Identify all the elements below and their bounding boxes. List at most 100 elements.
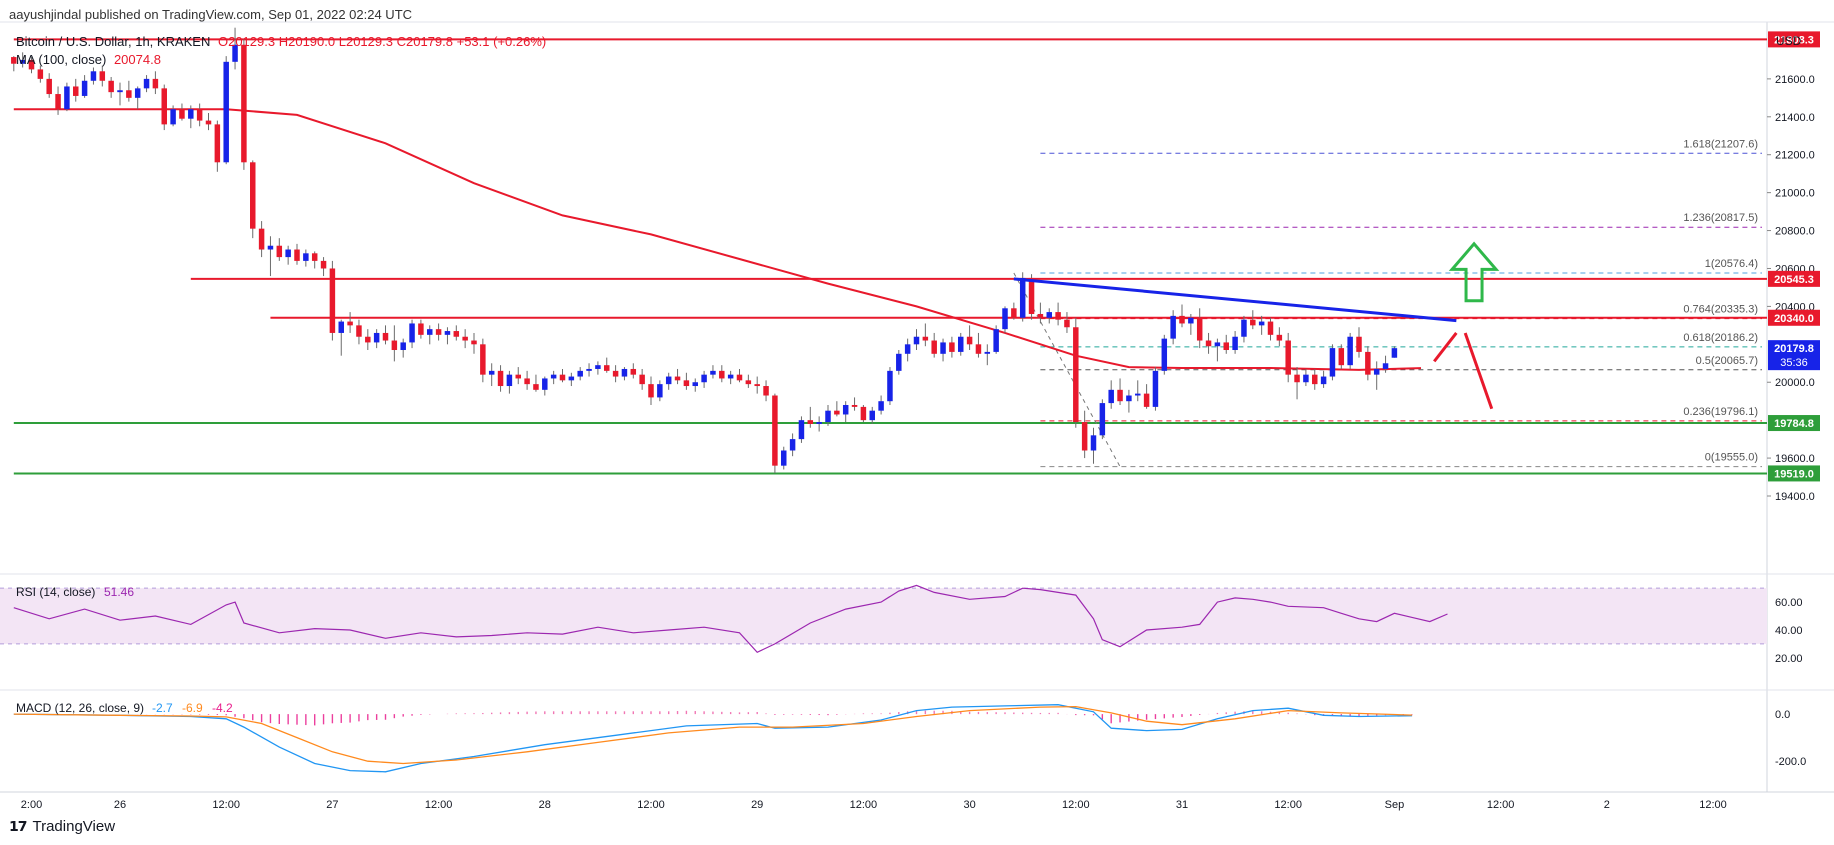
- candle-body: [11, 57, 17, 64]
- candle: [488, 363, 495, 387]
- candle: [400, 338, 406, 358]
- publisher-line: aayushjindal published on TradingView.co…: [9, 7, 413, 22]
- candle-body: [108, 80, 114, 93]
- candle-body: [1135, 393, 1141, 396]
- price-tick-label: 20000.0: [1775, 377, 1815, 389]
- candle-body: [232, 44, 238, 62]
- ohlc-change: +53.1 (+0.26%): [456, 34, 547, 49]
- candle-body: [1382, 363, 1389, 369]
- candle: [604, 357, 610, 373]
- price-tick-label: 21600.0: [1775, 74, 1815, 86]
- candle: [1135, 380, 1141, 402]
- candle-body: [639, 374, 645, 385]
- candle-body: [860, 406, 867, 421]
- candle-body: [763, 386, 769, 396]
- candle: [1002, 306, 1008, 333]
- macd-pane: MACD (12, 26, close, 9) -2.7 -6.9 -4.2 0.0 -2…: [13, 701, 1806, 773]
- candle: [674, 368, 681, 385]
- candle-body: [922, 336, 929, 341]
- macd-tick-label: 0.0: [1775, 709, 1790, 721]
- time-tick-label: 2:00: [21, 799, 42, 811]
- candle: [303, 249, 309, 267]
- candle: [1161, 334, 1168, 375]
- candle-body: [471, 340, 477, 345]
- candle: [657, 380, 663, 402]
- candle: [152, 71, 159, 95]
- candle: [639, 368, 645, 390]
- candle-body: [648, 384, 654, 398]
- candle: [834, 401, 840, 417]
- rsi-tick-label: 20.00: [1775, 653, 1803, 665]
- candle-body: [586, 368, 592, 371]
- candle-body: [19, 59, 26, 64]
- candle: [19, 52, 26, 68]
- candle-body: [1126, 395, 1132, 402]
- candle: [1294, 367, 1300, 400]
- macd-value: -4.2: [212, 701, 233, 715]
- candle-body: [966, 336, 973, 345]
- ma-value: 20074.8: [113, 52, 161, 67]
- candle: [241, 39, 247, 170]
- candle-body: [913, 336, 920, 345]
- candle-body: [37, 69, 44, 79]
- candle: [329, 260, 336, 341]
- candle-body: [143, 78, 150, 89]
- candle: [126, 80, 132, 102]
- moving-average: [13, 108, 1422, 371]
- candle-body: [329, 268, 336, 333]
- candle-body: [81, 80, 88, 96]
- forecast-arrow-line: [1463, 332, 1494, 410]
- candle: [1356, 327, 1362, 358]
- candle-body: [1303, 374, 1309, 383]
- chart-background: [0, 22, 1834, 792]
- candle: [1064, 312, 1070, 333]
- candle: [99, 65, 106, 87]
- candle-body: [391, 340, 398, 351]
- price-badge: 20179.8 35:36: [1768, 340, 1820, 371]
- candle: [73, 78, 79, 102]
- symbol-name[interactable]: Bitcoin / U.S. Dollar, 1h, KRAKEN: [16, 34, 211, 49]
- candle: [825, 404, 831, 426]
- trend-line: [1013, 277, 1457, 323]
- candle: [55, 86, 61, 115]
- candle-body: [550, 374, 557, 379]
- candle-body: [365, 336, 371, 343]
- tradingview-brand: TradingView: [32, 818, 116, 835]
- candle-body: [320, 260, 327, 269]
- candle-body: [311, 253, 318, 261]
- rsi-label: RSI (14, close): [16, 585, 95, 599]
- price-badge: 20545.3: [1768, 270, 1820, 287]
- candle-body: [1108, 389, 1114, 404]
- candle-body: [427, 329, 433, 335]
- fib-level-label: 0.618(20186.2): [1683, 332, 1758, 344]
- candle: [28, 57, 35, 74]
- candle: [683, 372, 690, 390]
- candle: [1303, 368, 1309, 387]
- candle-body: [1250, 319, 1256, 326]
- candle: [542, 376, 548, 396]
- tradingview-logo-icon: 𝟭𝟳: [9, 818, 28, 834]
- candle: [984, 344, 991, 366]
- candle: [427, 325, 433, 345]
- candle: [586, 363, 592, 377]
- candle-body: [931, 340, 937, 354]
- candle-body: [869, 410, 875, 421]
- candle: [736, 368, 743, 383]
- candle: [134, 86, 141, 110]
- candle-body: [993, 329, 999, 352]
- candle: [37, 65, 44, 83]
- candle-body: [674, 376, 681, 381]
- rsi-pane: RSI (14, close) 51.46 60.00 40.00 20.00: [0, 584, 1803, 665]
- candle-body: [214, 124, 221, 163]
- time-tick-label: 31: [1176, 799, 1188, 811]
- candle-body: [1179, 315, 1185, 324]
- candle: [949, 336, 955, 358]
- candle-body: [710, 370, 716, 375]
- fib-level-label: 1.236(20817.5): [1683, 212, 1758, 224]
- time-tick-label: 12:00: [850, 799, 878, 811]
- candle-body: [73, 86, 79, 96]
- time-tick-label: 27: [326, 799, 338, 811]
- ma-label[interactable]: MA (100, close): [16, 52, 107, 67]
- candle: [772, 393, 778, 474]
